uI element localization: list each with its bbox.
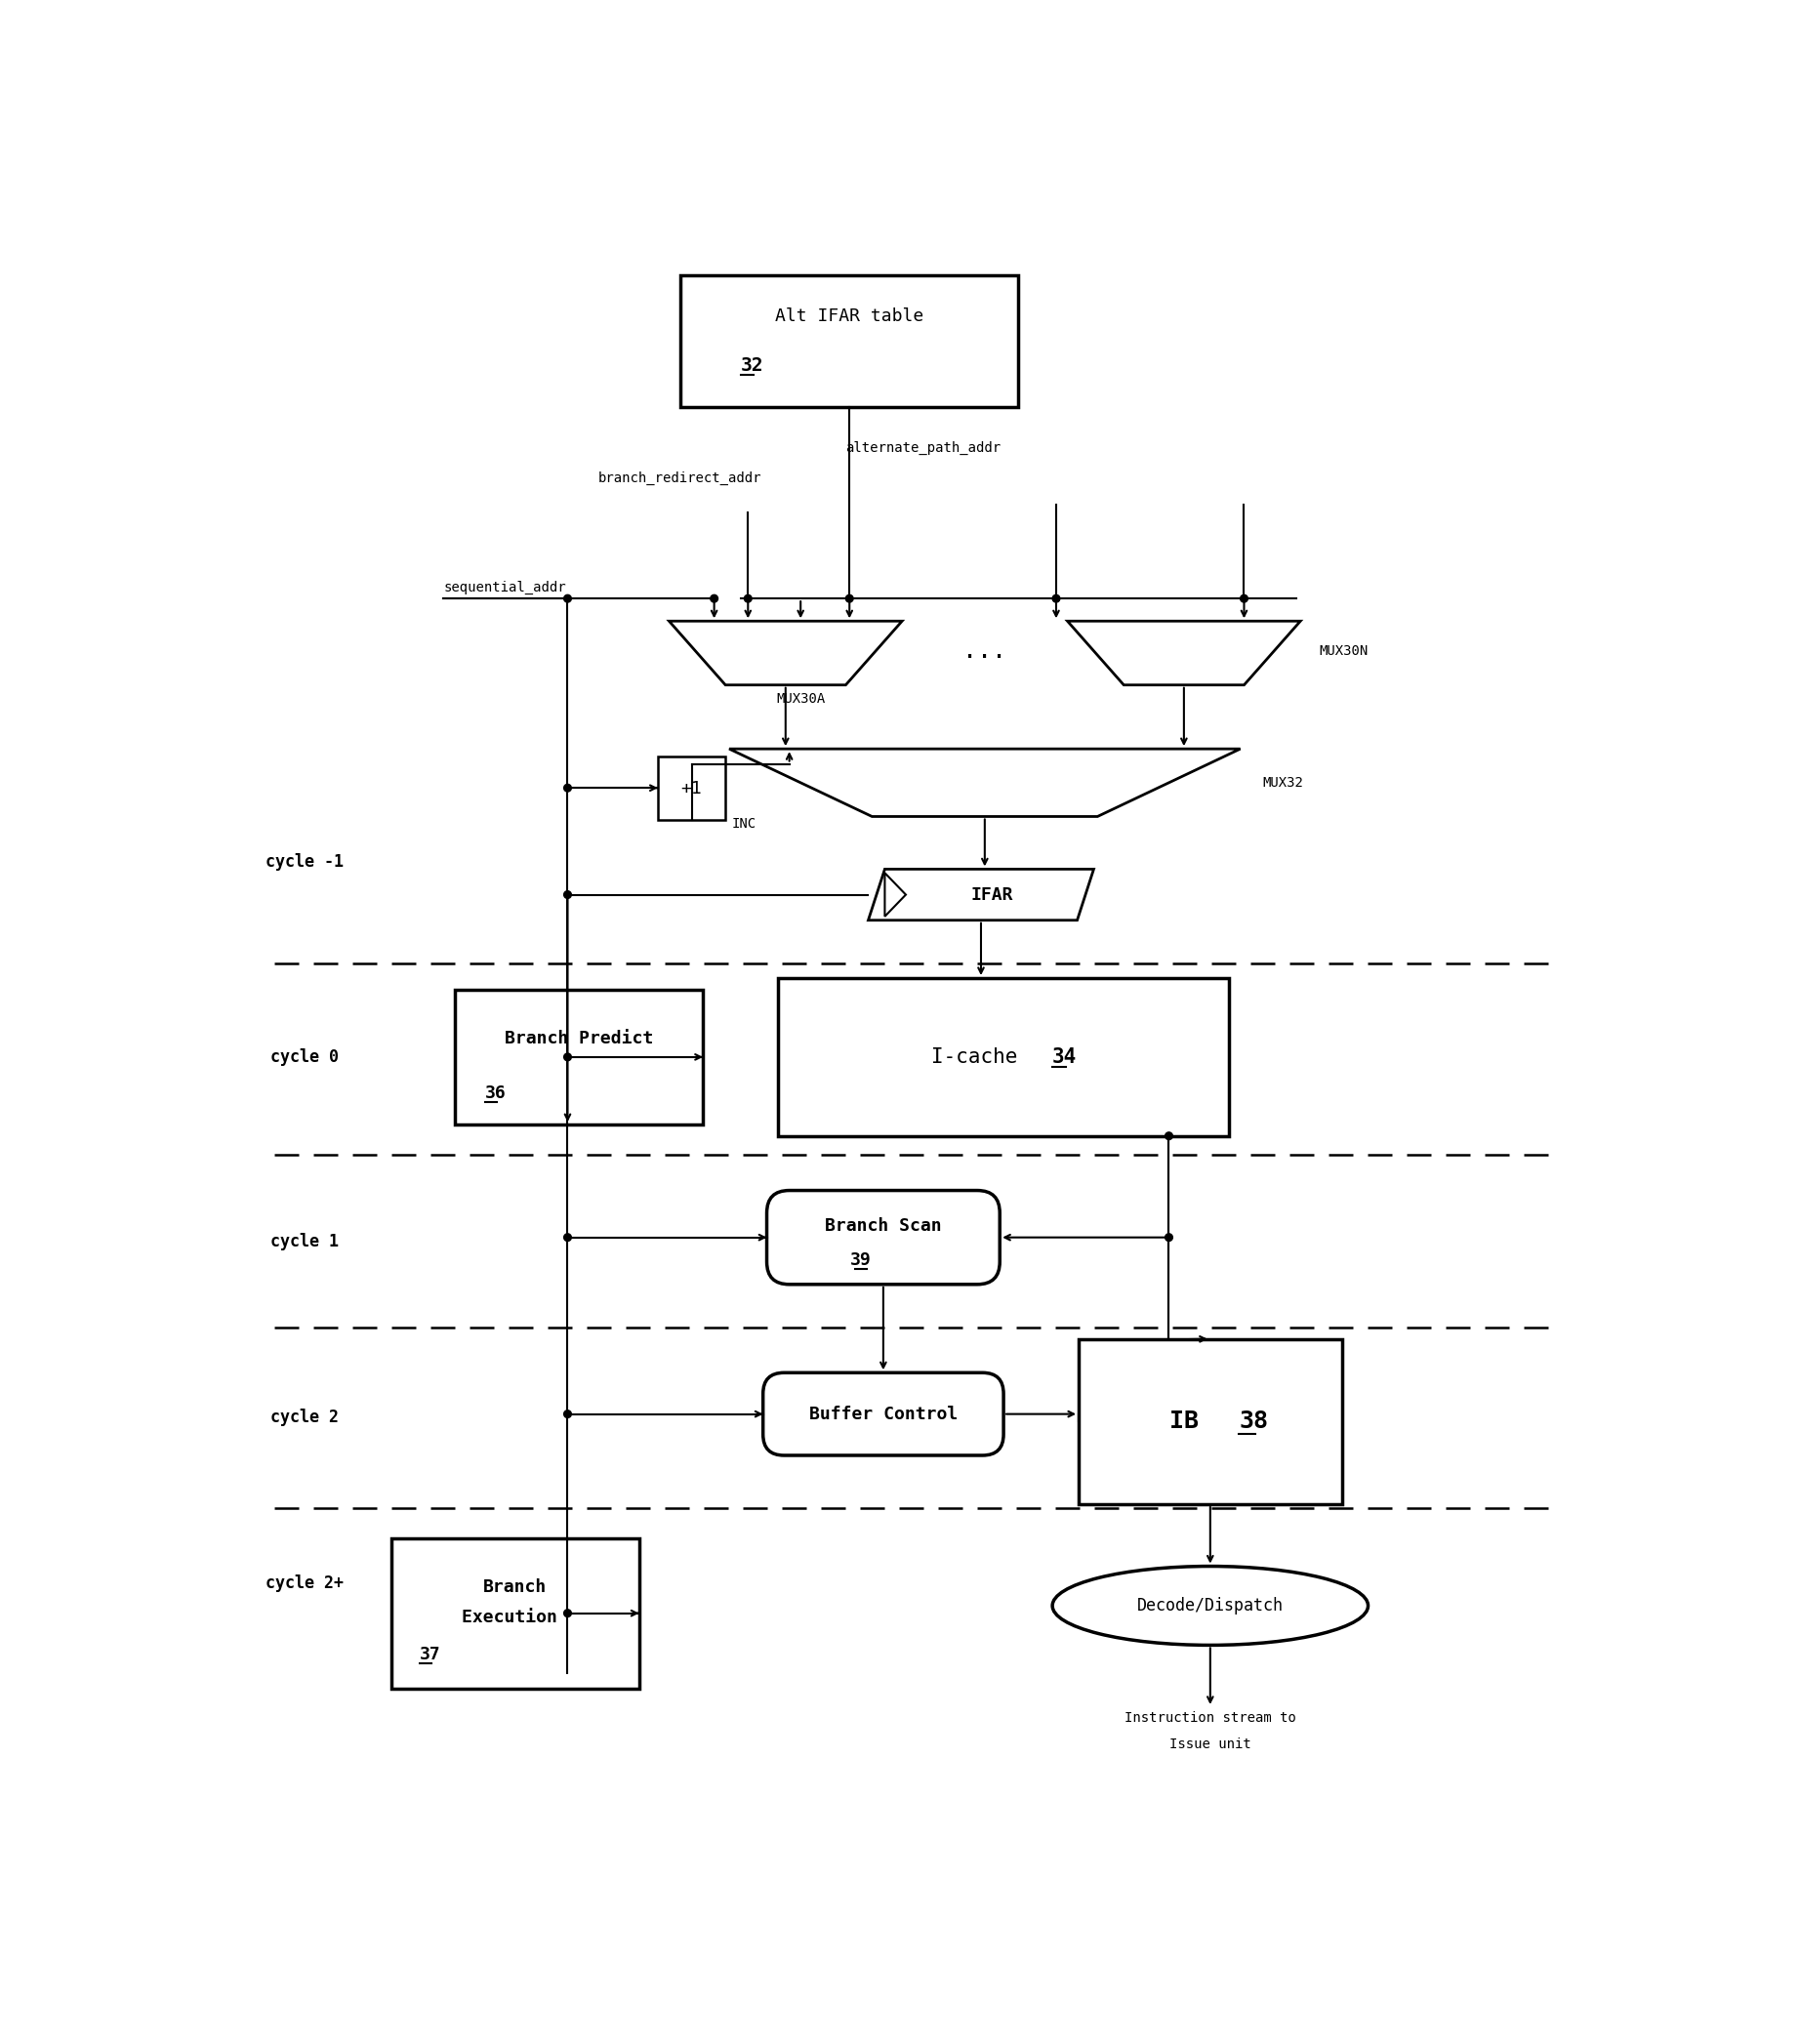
Polygon shape: [1067, 621, 1301, 685]
Circle shape: [1052, 595, 1060, 603]
Circle shape: [745, 595, 752, 603]
Circle shape: [563, 785, 572, 791]
Bar: [1079, 1339, 1342, 1504]
Text: cycle 2: cycle 2: [270, 1408, 338, 1427]
FancyBboxPatch shape: [766, 1190, 1000, 1284]
Text: cycle 2+: cycle 2+: [266, 1574, 344, 1592]
Text: Branch Predict: Branch Predict: [504, 1030, 653, 1047]
Text: ...: ...: [962, 640, 1007, 662]
Circle shape: [1166, 1132, 1173, 1141]
Circle shape: [563, 1410, 572, 1419]
Circle shape: [563, 1609, 572, 1617]
Ellipse shape: [1052, 1566, 1367, 1645]
Text: MUX30N: MUX30N: [1319, 644, 1369, 658]
Text: 38: 38: [1240, 1410, 1268, 1433]
Text: MUX32: MUX32: [1263, 777, 1304, 789]
Circle shape: [563, 595, 572, 603]
Text: cycle 1: cycle 1: [270, 1233, 338, 1251]
Text: Execution: Execution: [462, 1609, 568, 1625]
Text: Branch Scan: Branch Scan: [826, 1218, 941, 1235]
Circle shape: [563, 891, 572, 899]
Text: INC: INC: [732, 818, 756, 830]
Circle shape: [846, 595, 853, 603]
Text: 36: 36: [486, 1083, 506, 1102]
Circle shape: [563, 1053, 572, 1061]
Text: sequential_addr: sequential_addr: [444, 580, 567, 595]
Bar: [455, 989, 703, 1124]
Bar: [680, 276, 1018, 407]
Text: Branch: Branch: [484, 1578, 547, 1596]
Text: +1: +1: [682, 779, 702, 797]
Text: 37: 37: [419, 1645, 441, 1664]
Bar: [777, 979, 1229, 1136]
Text: 39: 39: [851, 1251, 871, 1269]
Text: branch_redirect_addr: branch_redirect_addr: [597, 472, 761, 484]
Polygon shape: [729, 748, 1240, 816]
Text: MUX30A: MUX30A: [775, 691, 826, 705]
Text: IB: IB: [1169, 1410, 1213, 1433]
Text: Buffer Control: Buffer Control: [810, 1406, 957, 1423]
Text: Instruction stream to: Instruction stream to: [1124, 1711, 1295, 1725]
Bar: [658, 756, 725, 820]
Polygon shape: [885, 873, 907, 916]
Text: Decode/Dispatch: Decode/Dispatch: [1137, 1596, 1283, 1615]
Text: alternate_path_addr: alternate_path_addr: [846, 442, 1000, 456]
Circle shape: [1240, 595, 1249, 603]
Circle shape: [563, 1235, 572, 1241]
FancyBboxPatch shape: [763, 1374, 1004, 1455]
Text: cycle -1: cycle -1: [266, 852, 344, 871]
Polygon shape: [669, 621, 901, 685]
Circle shape: [711, 595, 718, 603]
Text: I-cache: I-cache: [932, 1047, 1031, 1067]
Text: Issue unit: Issue unit: [1169, 1737, 1250, 1752]
Text: cycle 0: cycle 0: [270, 1049, 338, 1065]
Polygon shape: [869, 869, 1094, 920]
Text: Alt IFAR table: Alt IFAR table: [775, 309, 923, 325]
Text: 34: 34: [1052, 1047, 1078, 1067]
Bar: [390, 1537, 639, 1688]
Circle shape: [1166, 1235, 1173, 1241]
Text: 32: 32: [741, 356, 763, 374]
Text: IFAR: IFAR: [971, 885, 1013, 903]
